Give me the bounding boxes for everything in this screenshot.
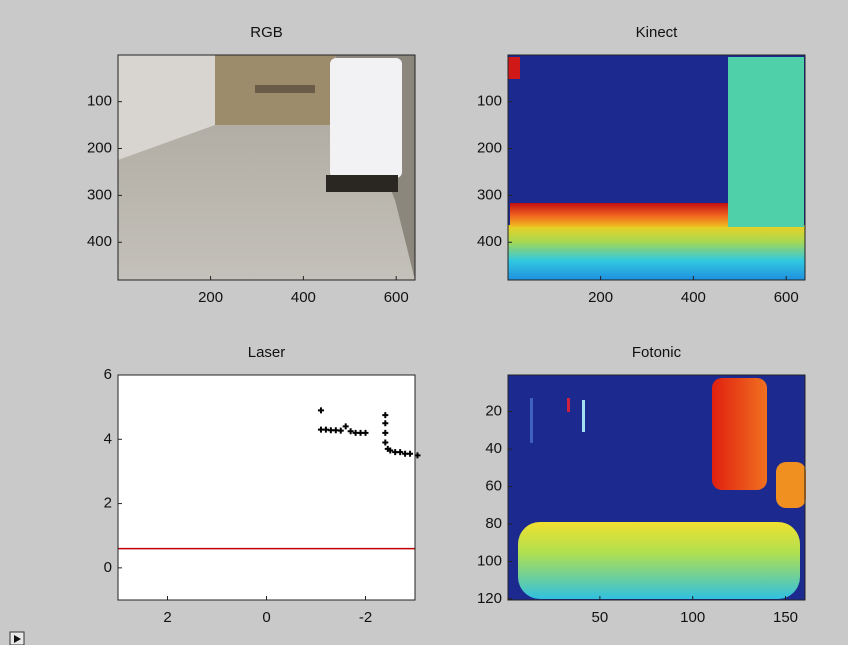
point — [337, 427, 344, 434]
y-tick-label: 100 — [477, 93, 502, 110]
point — [342, 423, 349, 430]
y-tick-label: 100 — [87, 93, 112, 110]
point — [382, 412, 389, 419]
y-tick-label: 40 — [485, 440, 502, 457]
x-tick-label: 100 — [680, 609, 705, 626]
y-tick-label: 300 — [477, 186, 502, 203]
axes-box — [507, 374, 806, 601]
axes-box — [507, 54, 806, 281]
point — [387, 447, 394, 454]
x-tick-label: 50 — [592, 609, 609, 626]
point — [382, 420, 389, 427]
point — [317, 407, 324, 414]
y-tick-label: 100 — [477, 553, 502, 570]
axes-box — [117, 54, 416, 281]
axes-title: Kinect — [636, 24, 679, 41]
y-tick-label: 20 — [485, 403, 502, 420]
y-tick-label: 60 — [485, 478, 502, 495]
x-tick-label: 600 — [384, 289, 409, 306]
axes-title: Fotonic — [632, 344, 682, 361]
y-tick-label: 120 — [477, 590, 502, 607]
y-tick-label: 400 — [87, 233, 112, 250]
axes-title: RGB — [250, 24, 283, 41]
laser-background — [118, 375, 415, 600]
rgb-image — [118, 55, 415, 280]
y-tick-label: 6 — [104, 366, 112, 383]
x-tick-label: 0 — [262, 609, 270, 626]
y-tick-label: 300 — [87, 186, 112, 203]
point — [347, 428, 354, 435]
x-tick-label: 150 — [773, 609, 798, 626]
x-tick-label: 200 — [198, 289, 223, 306]
y-tick-label: 200 — [477, 139, 502, 156]
point — [397, 449, 404, 456]
x-tick-label: 600 — [774, 289, 799, 306]
point — [382, 439, 389, 446]
axes-title: Laser — [248, 344, 286, 361]
play-icon — [14, 635, 21, 643]
x-tick-label: 2 — [163, 609, 171, 626]
y-tick-label: 2 — [104, 495, 112, 512]
x-tick-label: -2 — [359, 609, 372, 626]
x-tick-label: 200 — [588, 289, 613, 306]
x-tick-label: 400 — [291, 289, 316, 306]
kinect-image — [508, 55, 805, 280]
y-tick-label: 80 — [485, 515, 502, 532]
y-tick-label: 4 — [104, 430, 112, 447]
y-tick-label: 0 — [104, 559, 112, 576]
point — [407, 450, 414, 457]
x-tick-label: 400 — [681, 289, 706, 306]
point — [382, 429, 389, 436]
y-tick-label: 200 — [87, 139, 112, 156]
y-tick-label: 400 — [477, 233, 502, 250]
fotonic-image — [508, 375, 806, 600]
point — [362, 429, 369, 436]
